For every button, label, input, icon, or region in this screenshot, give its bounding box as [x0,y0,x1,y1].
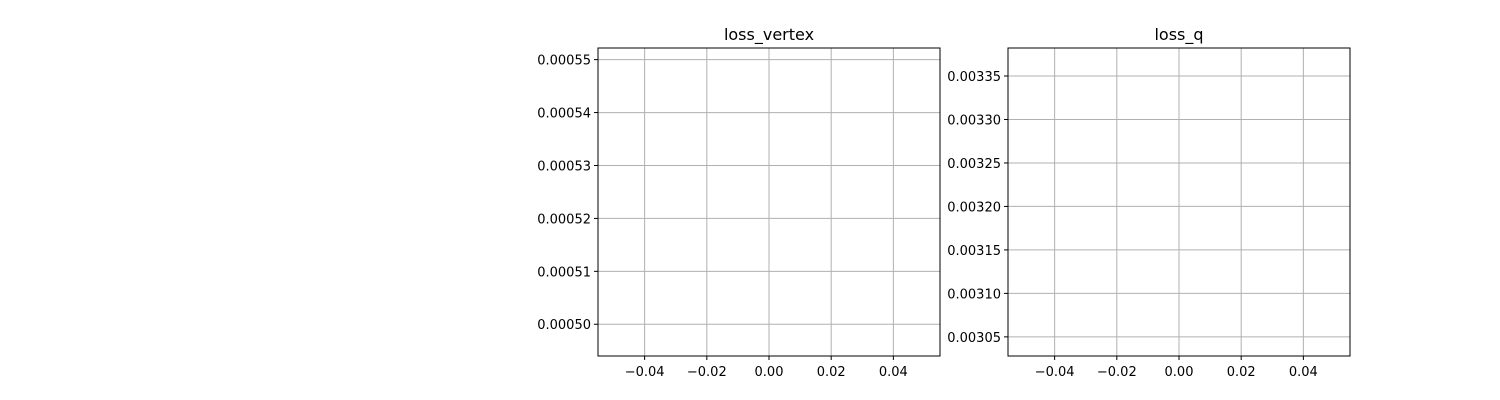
x-tick-label: 0.04 [879,365,908,380]
y-tick-label: 0.00315 [947,244,1001,259]
y-tick-label: 0.00051 [537,265,591,280]
x-tick-label: −0.02 [687,365,727,380]
y-tick-label: 0.00305 [947,331,1001,346]
x-tick-label: −0.04 [625,365,665,380]
x-tick-label: 0.04 [1289,365,1318,380]
x-tick-label: 0.02 [817,365,846,380]
grid-layer [1008,48,1350,356]
ticks-layer: −0.04 −0.02 0.00 0.02 0.04 0.00305 0.00310 0.00… [947,70,1318,380]
x-tick-label: 0.00 [755,365,784,380]
chart-title: loss_vertex [724,25,814,45]
y-tick-label: 0.00335 [947,70,1001,85]
chart-title: loss_q [1154,25,1203,45]
x-tick-label: −0.04 [1035,365,1075,380]
y-tick-label: 0.00052 [537,212,591,227]
x-tick-label: −0.02 [1097,365,1137,380]
x-tick-label: 0.02 [1227,365,1256,380]
chart-loss-q: loss_q −0.04 −0.02 0.00 0.02 0.04 0.00305 0.00… [947,25,1351,380]
ticks-layer: −0.04 −0.02 0.00 0.02 0.04 0.00050 0.00051 0.00… [537,54,908,380]
x-tick-label: 0.00 [1165,365,1194,380]
y-tick-label: 0.00053 [537,159,591,174]
chart-loss-vertex: loss_vertex −0.04 −0.02 0.00 0.02 0.04 0.0005… [537,25,941,380]
y-tick-label: 0.00310 [947,287,1001,302]
y-tick-label: 0.00055 [537,54,591,69]
grid-layer [598,48,940,356]
y-tick-label: 0.00325 [947,157,1001,172]
y-tick-label: 0.00320 [947,200,1001,215]
y-tick-label: 0.00054 [537,107,591,122]
y-tick-label: 0.00330 [947,113,1001,128]
y-tick-label: 0.00050 [537,318,591,333]
